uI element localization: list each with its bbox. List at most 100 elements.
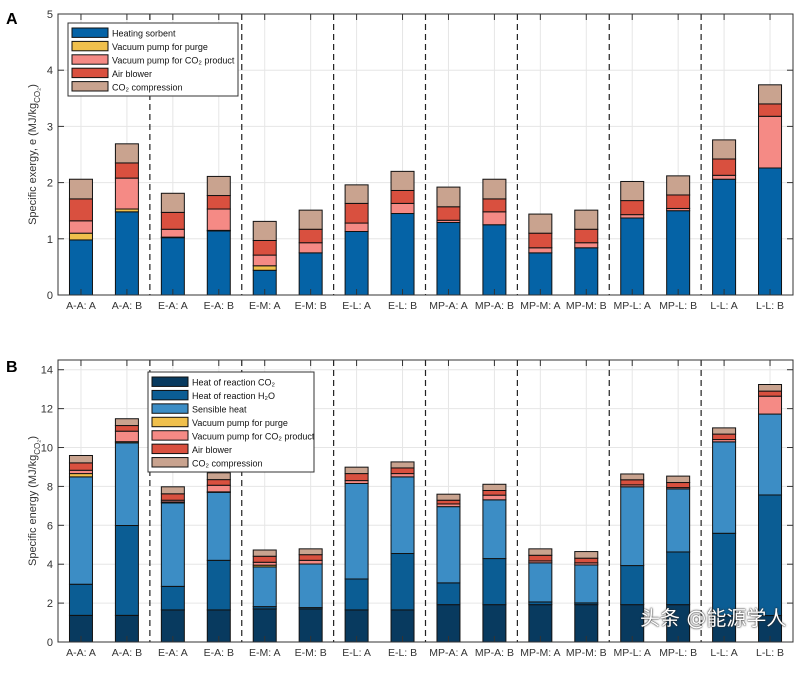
- bar-segment: [758, 395, 783, 415]
- legend-label: Vacuum pump for CO₂ product: [192, 431, 315, 441]
- legend-swatch: [151, 430, 189, 441]
- bar-segment: [482, 224, 507, 296]
- bar-segment: [482, 489, 507, 496]
- x-tick-label: A-A: A: [66, 300, 96, 312]
- bar-segment: [666, 482, 691, 489]
- bar-segment: [712, 174, 737, 180]
- bar-segment: [206, 484, 231, 493]
- bar-segment: [758, 384, 783, 392]
- bar-segment: [160, 493, 185, 501]
- bar-segment: [344, 578, 369, 611]
- bar-segment: [298, 228, 323, 244]
- y-tick-label: 3: [47, 121, 53, 133]
- bar-segment: [436, 206, 461, 221]
- y-tick-label: 0: [47, 290, 53, 302]
- bar-segment: [574, 242, 599, 249]
- bar-segment: [712, 427, 737, 435]
- x-tick-label: MP-M: A: [520, 647, 560, 659]
- bar-segment: [114, 525, 139, 616]
- bar-segment: [298, 252, 323, 296]
- axes-box: [57, 13, 794, 296]
- x-tick-label: E-A: B: [204, 647, 234, 659]
- bar-segment: [298, 548, 323, 556]
- legend-label: Vacuum pump for purge: [112, 42, 208, 52]
- panel-label: B: [6, 359, 18, 376]
- bar-segment: [390, 213, 415, 296]
- x-tick-label: MP-L: A: [614, 300, 651, 312]
- x-tick-label: MP-L: B: [659, 647, 697, 659]
- legend-label: Sensible heat: [192, 405, 247, 415]
- bar-segment: [574, 209, 599, 230]
- bar-segment: [666, 488, 691, 553]
- bar-segment: [68, 454, 93, 464]
- legend-swatch: [151, 389, 189, 401]
- x-tick-label: A-A: B: [112, 300, 142, 312]
- bar-segment: [436, 506, 461, 584]
- bar-segment: [68, 462, 93, 471]
- bar-segment: [758, 167, 783, 296]
- bar-segment: [436, 493, 461, 501]
- legend-label: Air blower: [192, 445, 232, 455]
- x-tick-label: E-A: A: [158, 647, 188, 659]
- bar-segment: [344, 482, 369, 580]
- legend-swatch: [151, 376, 189, 387]
- x-tick-label: L-L: B: [756, 647, 784, 659]
- bar-segment: [390, 189, 415, 204]
- y-tick-label: 4: [47, 559, 53, 571]
- bar-segment: [758, 84, 783, 105]
- bar-segment: [114, 418, 139, 427]
- bar-segment: [114, 430, 139, 443]
- x-tick-label: E-M: A: [249, 647, 281, 659]
- bar-segment: [68, 220, 93, 234]
- bar-segment: [758, 103, 783, 117]
- bar-segment: [666, 551, 691, 606]
- x-tick-label: E-L: A: [342, 300, 371, 312]
- bar-segment: [758, 115, 783, 169]
- x-tick-label: A-A: B: [112, 647, 142, 659]
- legend-label: CO₂ compression: [112, 82, 183, 92]
- x-tick-label: L-L: B: [756, 300, 784, 312]
- legend-swatch: [71, 67, 109, 79]
- bar-segment: [298, 554, 323, 561]
- x-tick-label: E-A: A: [158, 300, 188, 312]
- bar-segment: [390, 202, 415, 215]
- y-tick-label: 10: [41, 443, 53, 455]
- bar-segment: [252, 555, 277, 563]
- chart-panel-A: A-A: A A-A: B E-A: A E-A: B E-M: A E-M: B E-L:…: [6, 9, 794, 312]
- bar-segment: [252, 566, 277, 608]
- bar-segment: [298, 559, 323, 565]
- bar-segment: [758, 390, 783, 397]
- x-tick-label: E-L: B: [388, 300, 417, 312]
- legend: Heating sorbent Vacuum pump for purge Vacu…: [67, 22, 239, 97]
- bar-segment: [712, 441, 737, 534]
- axes-box: [57, 359, 794, 643]
- x-tick-label: L-L: A: [710, 300, 737, 312]
- legend-swatch: [151, 416, 189, 428]
- bar-segment: [160, 502, 185, 587]
- legend-swatch: [71, 54, 109, 65]
- bar-segment: [298, 242, 323, 254]
- bar-segment: [206, 491, 231, 561]
- x-tick-label: A-A: A: [66, 647, 96, 659]
- bar-segment: [574, 247, 599, 296]
- bar-segment: [574, 228, 599, 244]
- bar-segment: [574, 551, 599, 559]
- bar-segment: [528, 247, 553, 254]
- bar-segment: [298, 563, 323, 609]
- bar-segment: [114, 177, 139, 210]
- bar-segment: [436, 186, 461, 208]
- x-tick-label: MP-A: B: [475, 647, 514, 659]
- bar-segment: [758, 413, 783, 496]
- legend-swatch: [151, 403, 189, 414]
- legend: Heat of reaction CO₂ Heat of reaction H₂O…: [147, 371, 315, 473]
- y-tick-label: 14: [41, 365, 53, 377]
- bar-segment: [620, 214, 645, 219]
- bar-segment: [252, 254, 277, 267]
- bar-segment: [206, 175, 231, 197]
- bar-segment: [252, 549, 277, 557]
- bar-segment: [68, 232, 93, 241]
- bar-segment: [114, 211, 139, 296]
- bar-segment: [206, 230, 231, 296]
- bar-segment: [574, 557, 599, 564]
- legend-label: Air blower: [112, 69, 152, 79]
